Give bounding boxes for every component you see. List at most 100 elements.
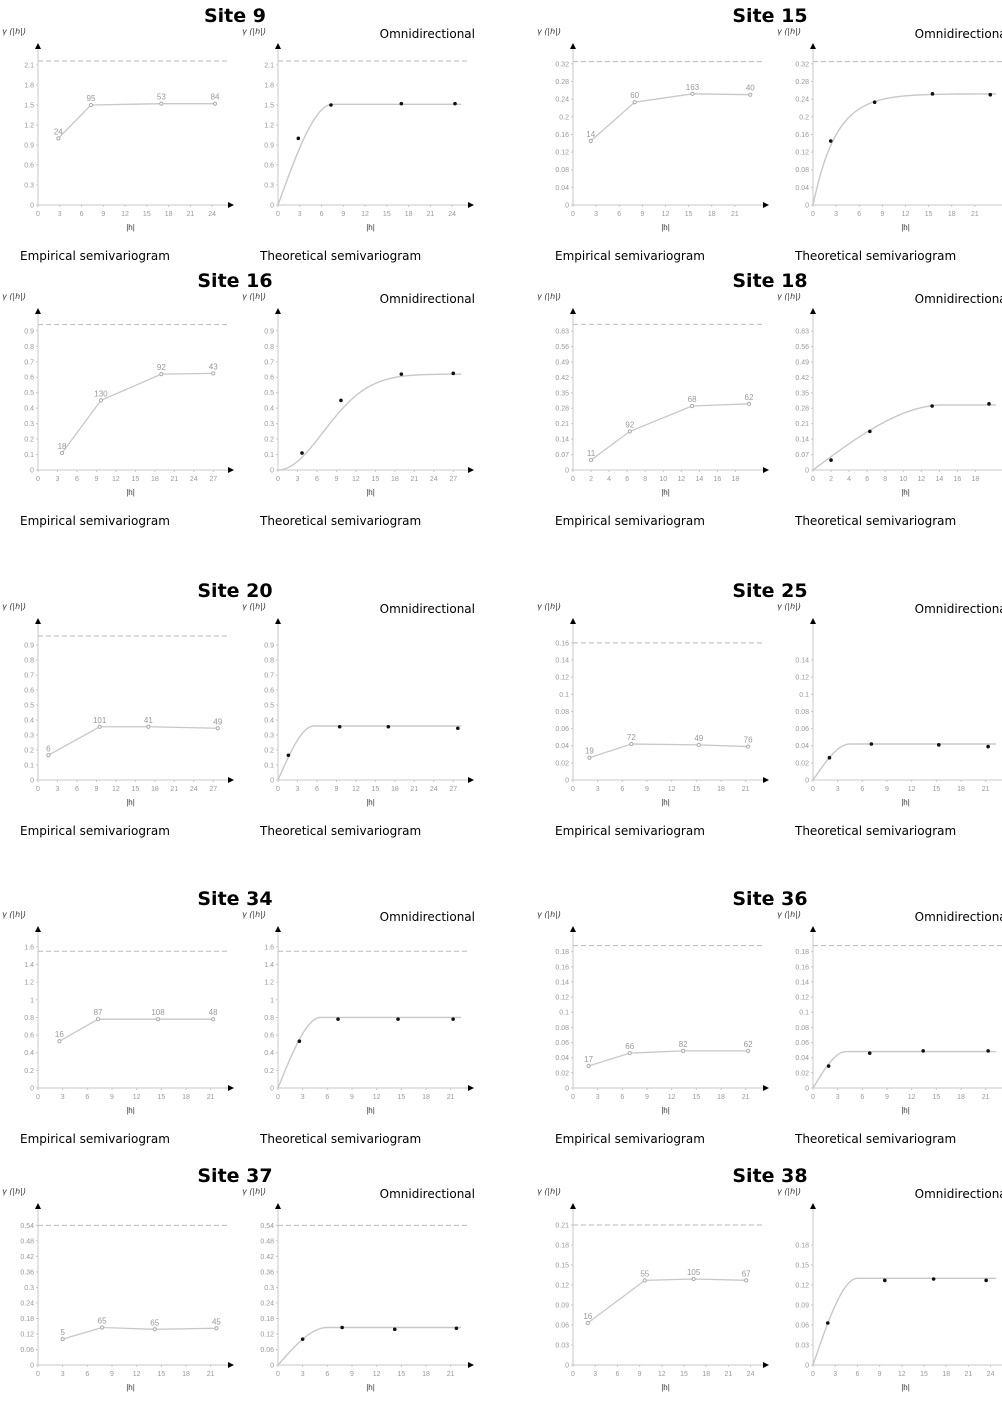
x-tick-label: 18 [732, 476, 740, 483]
y-tick-label: 0.3 [264, 1285, 274, 1292]
y-tick-label: 0.2 [799, 114, 809, 121]
x-tick-label: 12 [662, 211, 670, 218]
y-tick-label: 0.5 [24, 390, 34, 397]
y-tick-label: 0.35 [555, 390, 569, 397]
y-tick-label: 0 [565, 203, 569, 210]
y-tick-label: 1.4 [264, 962, 274, 969]
y-tick-label: 0.1 [799, 692, 809, 699]
x-tick-label: 6 [865, 476, 869, 483]
x-tick-label: 18 [972, 476, 980, 483]
y-tick-label: 0.18 [20, 1316, 34, 1323]
y-tick-label: 0.42 [260, 1254, 274, 1261]
x-tick-label: 6 [75, 476, 79, 483]
empirical-point [386, 724, 391, 729]
chart-svg: 0 0.06 0.12 0.18 0.24 0.3 0.36 0.42 0.48 0.54 0 3 6 9… [20, 1203, 234, 1392]
x-tick-label: 12 [373, 1371, 381, 1378]
y-tick-label: 0.9 [264, 643, 274, 650]
empirical-point [882, 1278, 887, 1283]
x-tick-label: 15 [371, 476, 379, 483]
y-tick-label: 0.06 [795, 1323, 809, 1330]
empirical-point [746, 1048, 751, 1053]
empirical-point [829, 458, 833, 462]
pair-count-label: 68 [688, 395, 697, 404]
x-tick-label: 21 [207, 1371, 215, 1378]
x-tick-label: 9 [880, 211, 884, 218]
y-tick-label: 0.42 [555, 375, 569, 382]
empirical-point [451, 1017, 455, 1021]
y-tick-label: 0.07 [555, 452, 569, 459]
x-tick-label: 12 [917, 476, 925, 483]
y-tick-label: 0.49 [795, 359, 809, 366]
x-tick-label: 3 [596, 1094, 600, 1101]
y-tick-label: 0.7 [264, 359, 274, 366]
empirical-point [627, 1051, 632, 1056]
x-axis-arrow-icon [763, 202, 769, 208]
y-tick-label: 0.08 [555, 167, 569, 174]
y-tick-label: 0.54 [20, 1223, 34, 1230]
direction-label: Omnidirectional [914, 1187, 1002, 1201]
y-tick-label: 0 [270, 1086, 274, 1093]
chart-caption: Empirical semivariogram [555, 824, 705, 838]
y-tick-label: 0 [805, 1363, 809, 1370]
x-tick-label: 24 [430, 786, 438, 793]
y-tick-label: 1 [270, 997, 274, 1004]
x-tick-label: 18 [702, 1371, 710, 1378]
y-tick-label: 0 [565, 1363, 569, 1370]
empirical-point [868, 429, 872, 434]
y-tick-label: 0.9 [264, 143, 274, 150]
y-tick-label: 0.3 [24, 733, 34, 740]
theoretical-semivariogram-chart: γ (|h|) Omnidirectional 0 0.3 0.6 0.9 1.2 1.5 1.… [240, 27, 475, 282]
y-axis-arrow-icon [35, 1203, 41, 1209]
y-tick-label: 0.6 [264, 1033, 274, 1040]
theoretical-semivariogram-chart: γ (|h|) Omnidirectional 0 0.03 0.06 0.09 0.12 0… [775, 1187, 1002, 1407]
y-tick-label: 0.02 [555, 1070, 569, 1077]
x-axis-arrow-icon [228, 1085, 234, 1091]
y-axis-arrow-icon [275, 1203, 281, 1209]
empirical-point [396, 1017, 400, 1021]
y-tick-label: 0.1 [559, 692, 569, 699]
site-panel: Site 34 γ (|h|) 0 0.2 0.4 0.6 0.8 1 1.2 1.4 1.6 0 3 6… [0, 888, 475, 1168]
y-tick-label: 0.35 [795, 390, 809, 397]
empirical-point [212, 101, 218, 106]
empirical-point [930, 92, 935, 96]
x-axis-label: |h| [126, 223, 135, 232]
site-title: Site 34 [197, 888, 273, 910]
x-tick-label: 2 [829, 476, 833, 483]
empirical-point [56, 136, 61, 141]
x-axis-label: |h| [661, 1383, 670, 1392]
y-tick-label: 0.06 [555, 1040, 569, 1047]
y-tick-label: 0.9 [24, 643, 34, 650]
y-tick-label: 0 [565, 468, 569, 475]
site-panel: Site 37 γ (|h|) 0 0.06 0.12 0.18 0.24 0.3 0.36 0.… [0, 1165, 475, 1407]
x-tick-label: 24 [747, 1371, 755, 1378]
empirical-point [696, 742, 701, 747]
x-tick-label: 9 [878, 1371, 882, 1378]
y-tick-label: 0.07 [795, 452, 809, 459]
empirical-point [744, 1278, 749, 1283]
x-tick-label: 21 [965, 1371, 973, 1378]
empirical-point [921, 1049, 925, 1053]
y-tick-label: 0.4 [24, 406, 34, 413]
empirical-semivariogram-chart: γ (|h|) 0 0.02 0.04 0.06 0.08 0.1 0.12 0.14 0.16 0… [535, 910, 770, 1165]
y-axis-arrow-icon [570, 308, 576, 314]
empirical-point [46, 753, 51, 758]
x-tick-label: 9 [341, 211, 345, 218]
x-axis-label: |h| [661, 488, 670, 497]
empirical-point [454, 1326, 459, 1331]
x-tick-label: 0 [571, 1094, 575, 1101]
y-tick-label: 0.04 [555, 1055, 569, 1062]
x-tick-label: 15 [143, 211, 151, 218]
y-tick-label: 0.5 [264, 390, 274, 397]
empirical-semivariogram-chart: γ (|h|) 0 0.2 0.4 0.6 0.8 1 1.2 1.4 1.6 0 3 6 9 12 15 18… [0, 910, 235, 1165]
chart-svg: 0 0.02 0.04 0.06 0.08 0.1 0.12 0.14 0 3 6 9 12 15 18 21… [795, 618, 1002, 807]
y-tick-label: 0.3 [24, 1285, 34, 1292]
y-axis-label: γ (|h|) [2, 1187, 26, 1196]
y-axis-arrow-icon [810, 308, 816, 314]
pair-count-label: 16 [583, 1312, 592, 1321]
empirical-point [872, 100, 877, 105]
y-tick-label: 0.3 [24, 183, 34, 190]
theoretical-model-curve [812, 404, 997, 471]
chart-svg: 0 0.1 0.2 0.3 0.4 0.5 0.6 0.7 0.8 0.9 0 3 6 9 12 15 18 21… [24, 618, 234, 807]
x-tick-label: 27 [209, 786, 217, 793]
pair-count-label: 84 [211, 93, 220, 102]
